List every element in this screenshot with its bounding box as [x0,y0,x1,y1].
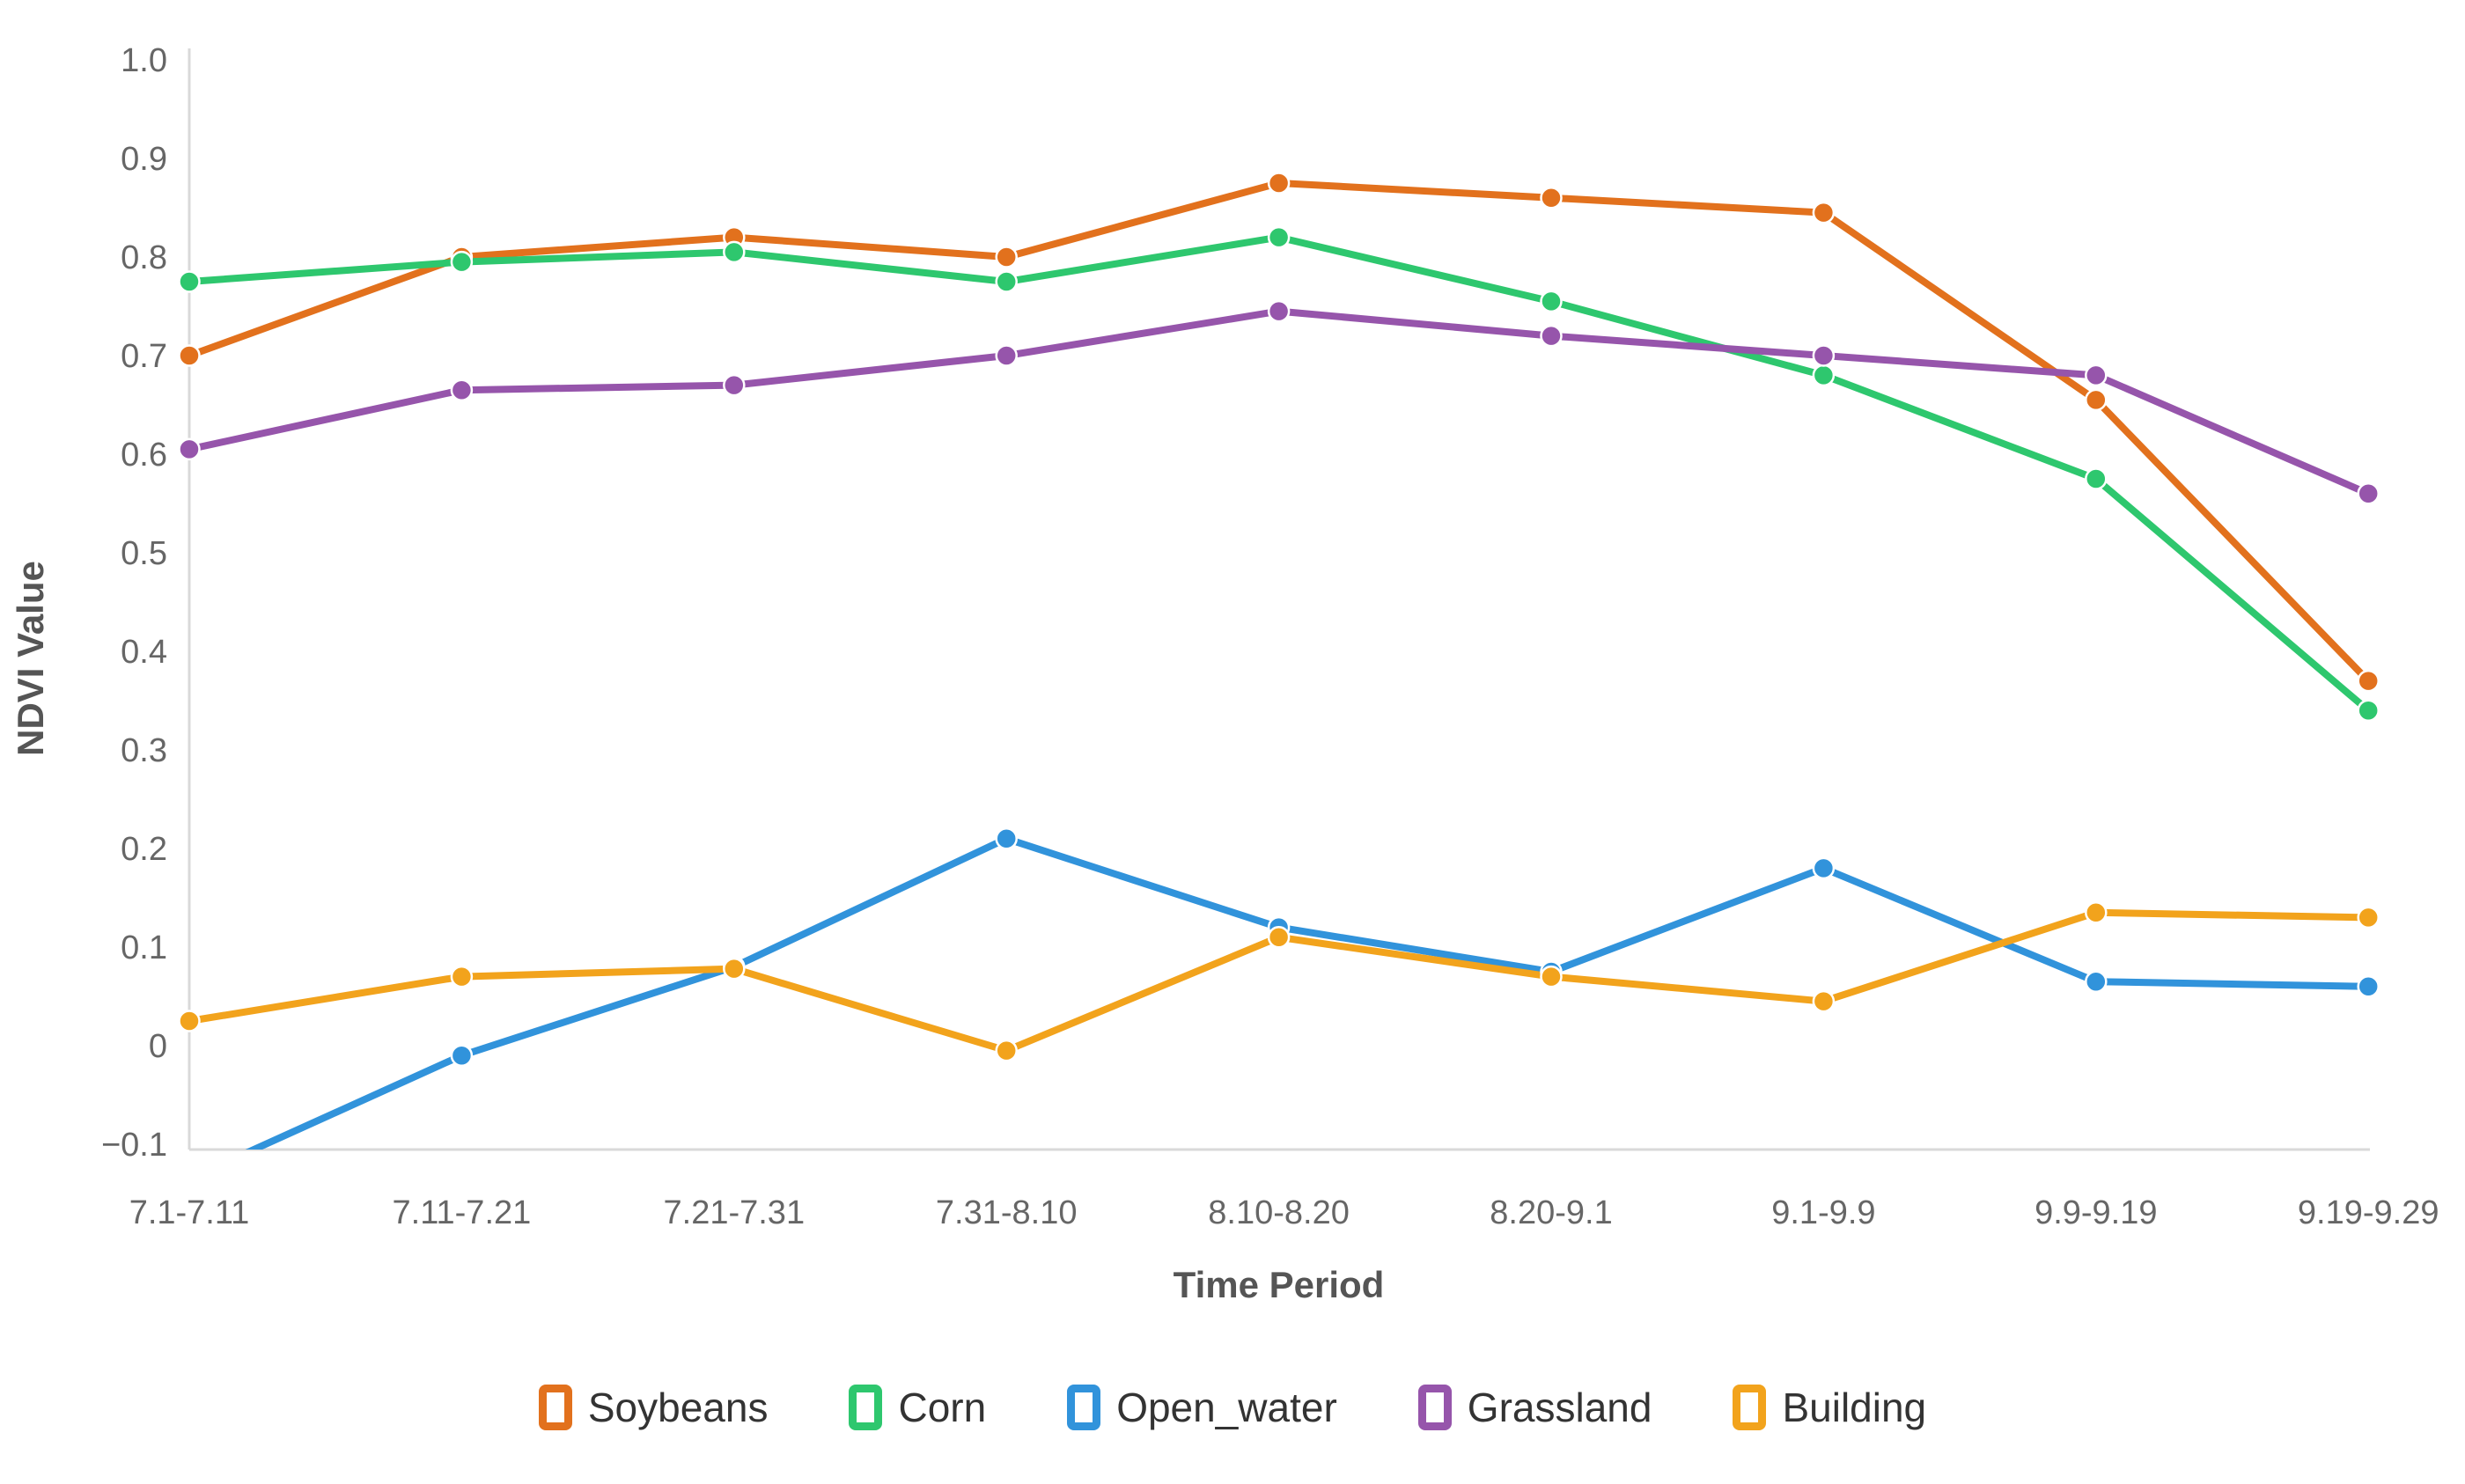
y-tick-label: 0.2 [121,831,167,868]
marker-soybeans-5 [1540,187,1563,209]
legend-item-building: Building [1733,1384,1926,1431]
x-tick-label: 7.11-7.21 [393,1194,532,1231]
x-tick-label: 7.1-7.11 [129,1194,250,1231]
marker-corn-3 [995,270,1018,293]
marker-building-5 [1540,965,1563,988]
series-line-open-water [245,834,2373,1150]
legend-item-soybeans: Soybeans [538,1384,769,1431]
marker-building-2 [723,957,746,981]
marker-corn-6 [1812,364,1836,387]
legend: Soybeans Corn Open_water Grassland Building [0,1384,2465,1431]
y-tick-label: 0.3 [121,732,167,769]
y-tick-label: 0.6 [121,437,167,474]
legend-item-corn: Corn [849,1384,986,1431]
legend-swatch-corn [849,1385,883,1430]
y-tick-label: 0.8 [121,239,167,276]
marker-grassland-4 [1267,299,1291,323]
marker-open-water-0 [180,1169,200,1189]
legend-label-building: Building [1782,1385,1927,1430]
legend-label-soybeans: Soybeans [587,1385,769,1430]
marker-grassland-2 [723,373,746,397]
legend-label-grassland: Grassland [1467,1385,1652,1430]
y-tick-label: −0.1 [101,1127,167,1164]
legend-item-grassland: Grassland [1417,1384,1652,1431]
y-tick-label: 0.7 [121,338,167,375]
x-axis-title: Time Period [1173,1264,1385,1305]
x-tick-label: 7.31-8.10 [936,1194,1078,1231]
x-tick-label: 8.10-8.20 [1208,1194,1350,1231]
x-tick-label: 9.9-9.19 [2035,1194,2157,1231]
marker-building-3 [995,1039,1018,1062]
marker-building-4 [1267,926,1291,949]
marker-building-6 [1812,989,1836,1013]
marker-corn-5 [1540,290,1563,313]
y-tick-label: 0.4 [121,634,167,671]
marker-soybeans-6 [1812,201,1836,224]
marker-open-water-3 [995,827,1018,850]
legend-item-open-water: Open_water [1067,1384,1337,1431]
x-tick-label: 9.1-9.9 [1771,1194,1875,1231]
series-line-grassland [186,307,2373,497]
x-tick-label: 9.19-9.29 [2298,1194,2439,1231]
y-tick-label: 0.1 [121,929,167,966]
marker-soybeans-7 [2085,388,2108,412]
marker-open-water-6 [1812,856,1836,880]
marker-grassland-3 [995,344,1018,367]
marker-soybeans-3 [995,246,1018,268]
marker-grassland-8 [2357,482,2380,505]
legend-swatch-building [1733,1385,1767,1430]
marker-grassland-0 [178,437,201,461]
marker-corn-8 [2357,699,2380,722]
marker-corn-2 [723,240,746,264]
marker-corn-4 [1267,225,1291,249]
marker-grassland-1 [450,378,474,401]
marker-soybeans-4 [1267,172,1291,195]
legend-swatch-grassland [1417,1385,1452,1430]
marker-open-water-8 [2357,975,2380,998]
marker-grassland-7 [2085,364,2108,387]
legend-swatch-open-water [1067,1385,1101,1430]
y-tick-label: 0.9 [121,141,167,178]
y-tick-label: 0 [149,1028,167,1065]
x-tick-label: 8.20-9.1 [1490,1194,1612,1231]
marker-building-0 [178,1010,201,1032]
marker-corn-1 [450,250,474,274]
marker-building-8 [2357,906,2380,929]
marker-corn-0 [178,270,201,293]
marker-grassland-5 [1540,324,1563,348]
x-tick-label: 7.21-7.31 [664,1194,806,1231]
marker-soybeans-0 [178,344,201,367]
y-tick-label: 1.0 [121,42,167,79]
marker-soybeans-8 [2357,669,2380,693]
marker-building-7 [2085,901,2108,924]
y-tick-label: 0.5 [121,535,167,572]
legend-swatch-soybeans [538,1385,572,1430]
marker-corn-7 [2085,467,2108,490]
marker-grassland-6 [1812,344,1836,367]
y-axis-title: NDVI Value [10,561,51,756]
marker-open-water-7 [2085,970,2108,993]
legend-label-corn: Corn [898,1385,987,1430]
marker-building-1 [450,965,474,988]
marker-open-water-1 [450,1044,474,1067]
legend-label-open-water: Open_water [1116,1385,1337,1430]
